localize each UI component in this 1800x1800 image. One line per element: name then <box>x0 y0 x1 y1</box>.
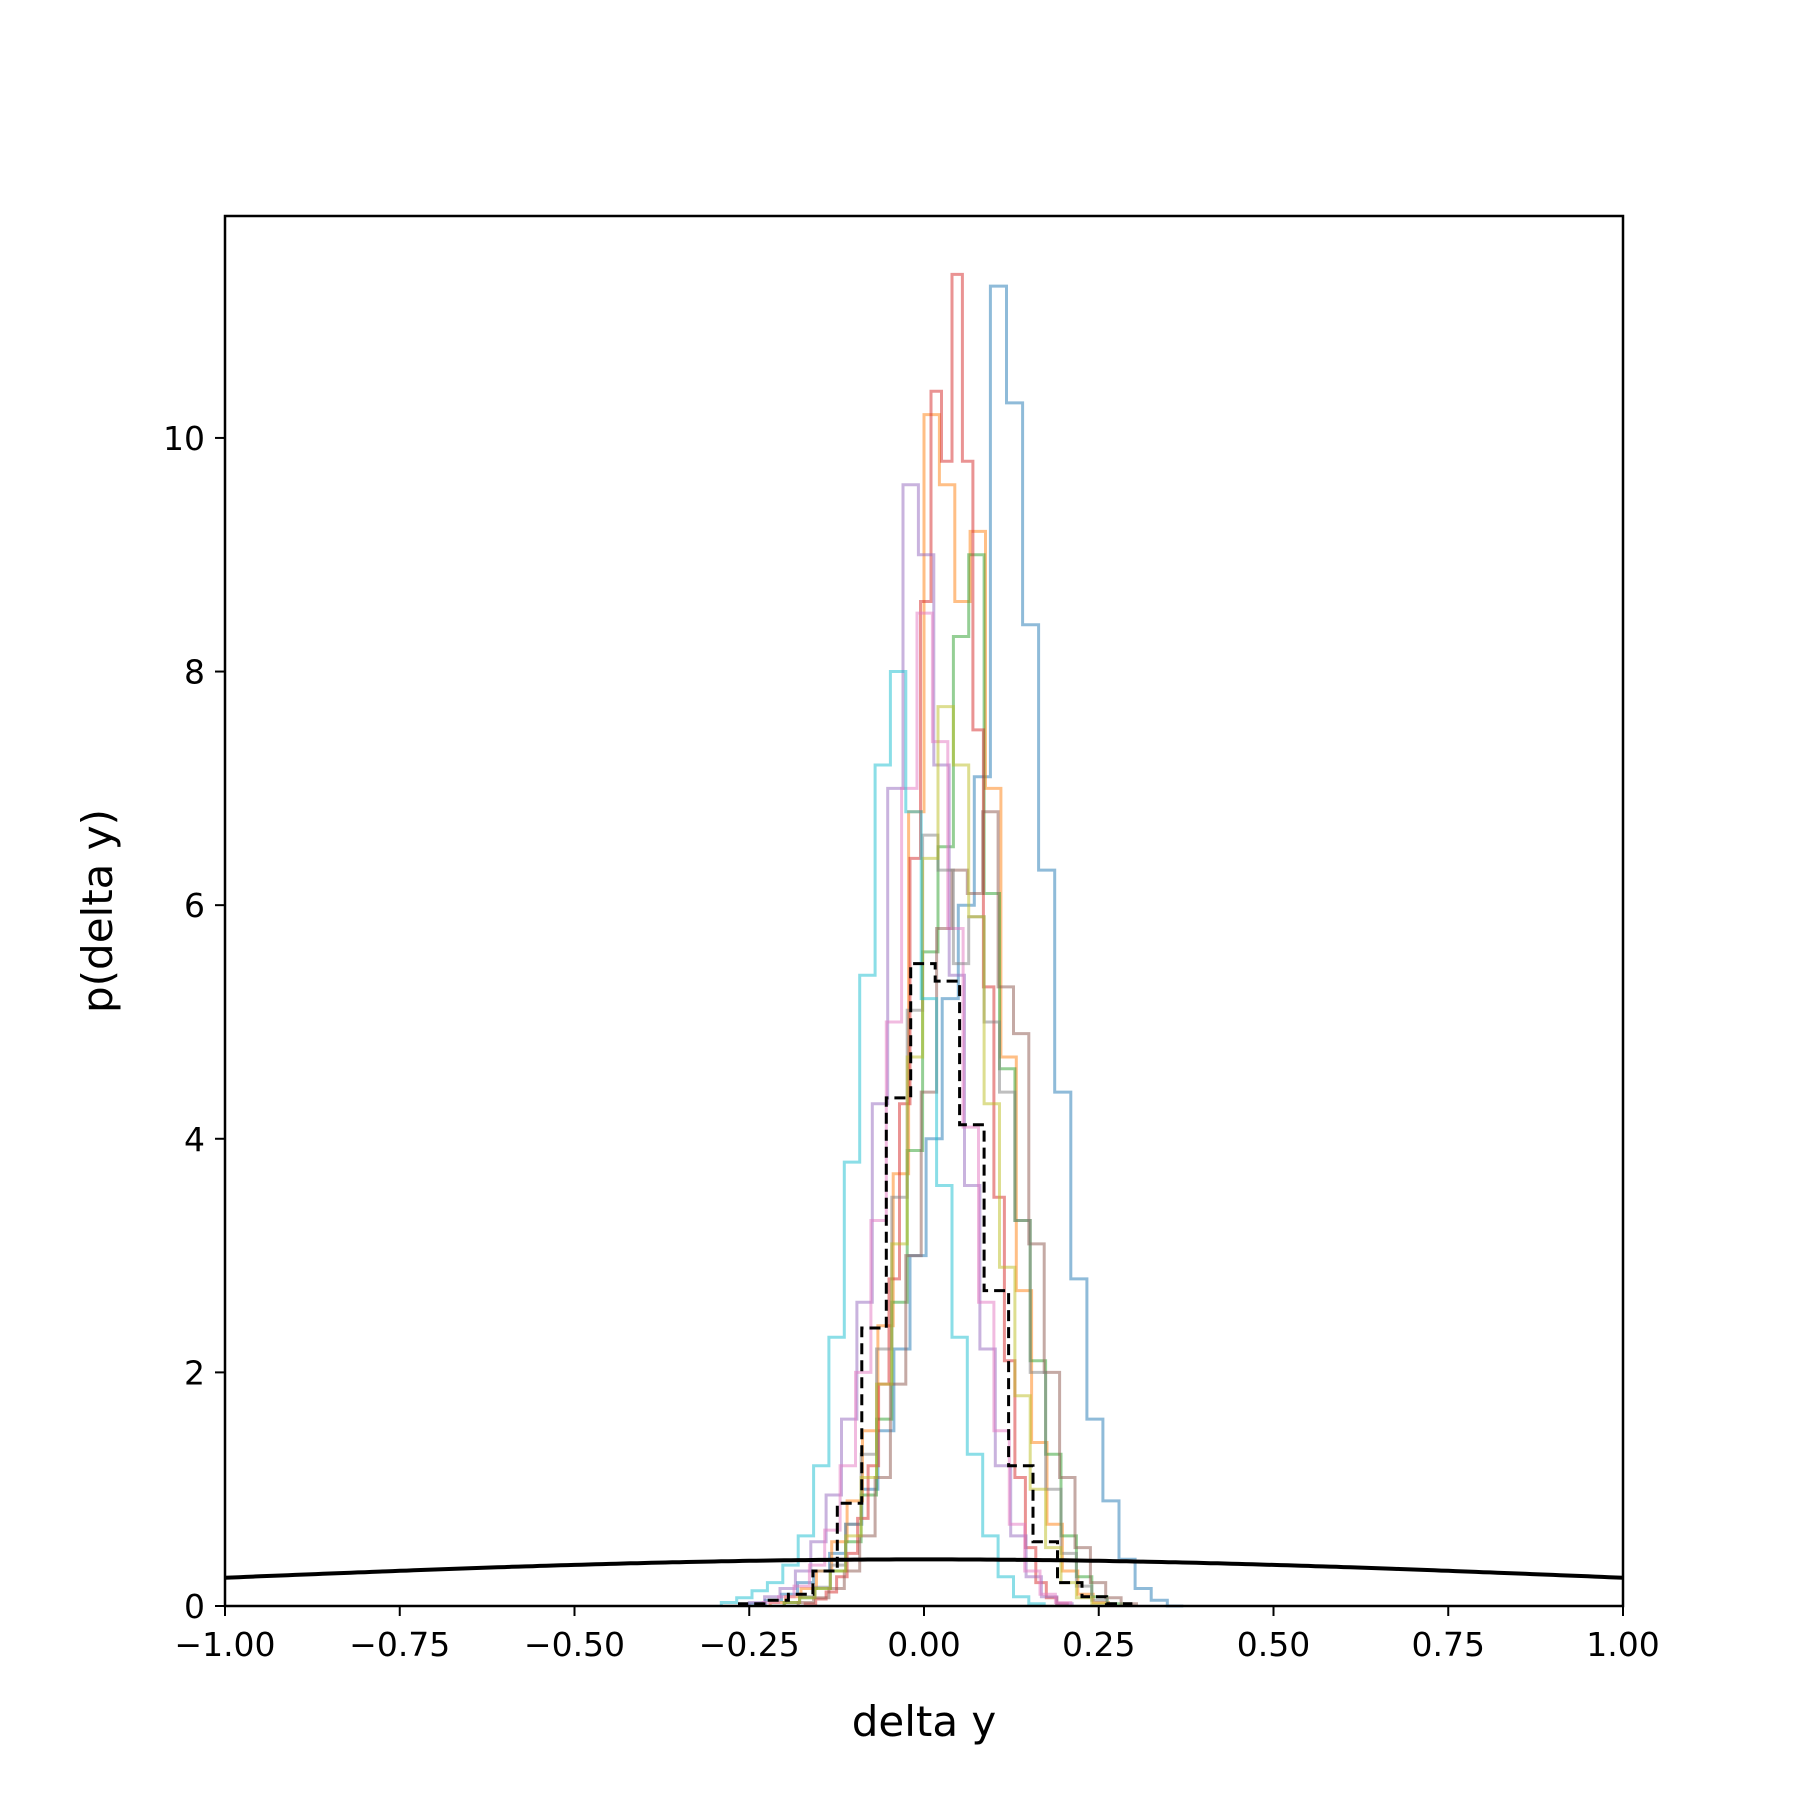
dashed-histogram-layer <box>738 962 1133 1606</box>
x-axis-ticks: −1.00 −0.75 −0.50 −0.25 0.00 0.25 0.50 0.75 1.00 <box>174 1606 1660 1664</box>
y-axis-ticks: 0 2 4 6 8 10 <box>163 419 225 1626</box>
x-tick-label: −0.50 <box>524 1625 625 1664</box>
y-tick-label: 8 <box>184 653 205 692</box>
x-tick-label: −0.75 <box>349 1625 450 1664</box>
x-tick-label: 0.75 <box>1412 1625 1485 1664</box>
y-tick-label: 6 <box>184 886 205 925</box>
histogram-series-7 <box>761 611 1073 1606</box>
histogram-series-8 <box>782 833 1109 1606</box>
reference-normal-curve <box>224 1557 1624 1580</box>
y-tick-label: 0 <box>184 1587 205 1626</box>
x-tick-label: 0.50 <box>1237 1625 1310 1664</box>
x-tick-label: 1.00 <box>1586 1625 1659 1664</box>
series-layer <box>719 272 1184 1608</box>
y-tick-label: 4 <box>184 1120 205 1159</box>
dashed-aggregate-histogram <box>738 962 1133 1606</box>
histogram-series-2 <box>768 413 1110 1606</box>
x-axis-label: delta y <box>852 1697 997 1746</box>
y-tick-label: 2 <box>184 1353 205 1392</box>
y-tick-label: 10 <box>163 419 205 458</box>
x-tick-label: 0.00 <box>887 1625 960 1664</box>
x-tick-label: −0.25 <box>699 1625 800 1664</box>
x-tick-label: 0.25 <box>1062 1625 1135 1664</box>
histogram-series-10 <box>719 670 1046 1606</box>
x-tick-label: −1.00 <box>174 1625 275 1664</box>
y-axis-label: p(delta y) <box>73 809 122 1013</box>
reference-curve-layer <box>224 1557 1624 1580</box>
